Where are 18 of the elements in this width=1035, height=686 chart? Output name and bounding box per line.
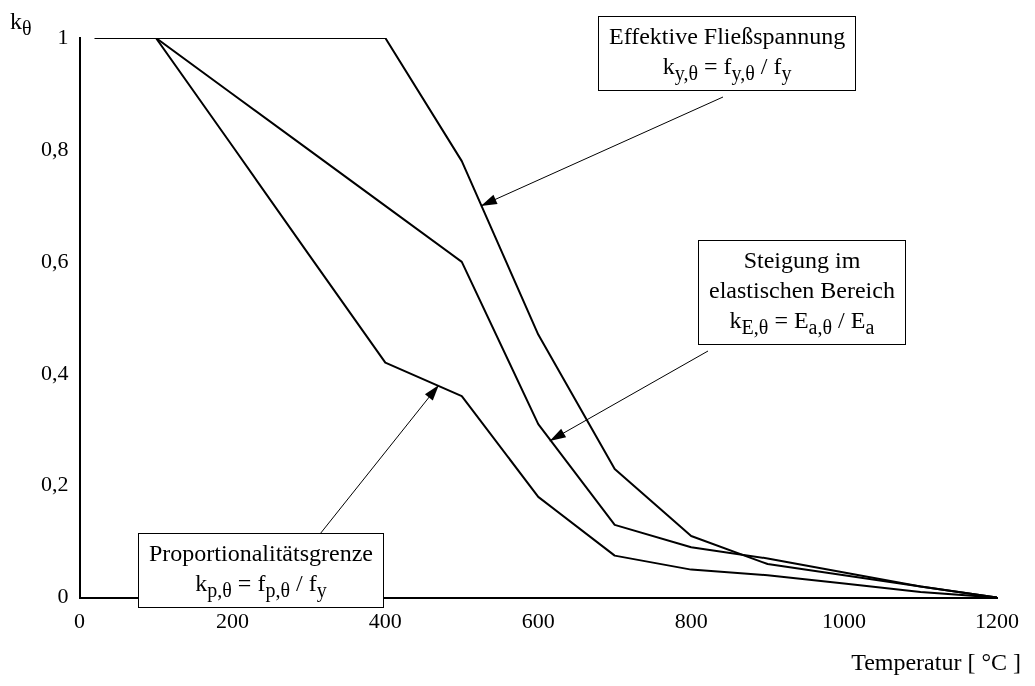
annotation: Effektive Fließspannung k$_{y,θ}$ = f$_{y,θ}$ / f$_{y}$ xyxy=(598,16,857,91)
y-tick-label: 0,4 xyxy=(41,359,69,385)
y-tick-label: 0,8 xyxy=(41,135,69,161)
y-tick-label: 0,6 xyxy=(41,247,69,273)
y-tick-label: 1 xyxy=(57,23,69,49)
y-axis-title: k$_{θ}$ xyxy=(10,8,32,40)
y-tick-label: 0,2 xyxy=(41,471,69,497)
annotation: Steigung im elastischen Bereich k$_{E,θ}$ = E$_{a,θ}$ / E$_{a}$ xyxy=(698,240,906,345)
x-tick-label: 800 xyxy=(674,607,708,633)
y-tick-label: 0 xyxy=(57,583,69,609)
x-tick-label: 400 xyxy=(368,607,402,633)
x-axis-title: Temperatur [ °C ] xyxy=(851,649,1021,676)
x-tick-label: 0 xyxy=(74,607,85,633)
x-tick-label: 600 xyxy=(521,607,555,633)
x-tick-label: 200 xyxy=(215,607,249,633)
annotation: Proportionalitätsgrenze k$_{p,θ}$ = f$_{p,θ}$ / f$_{y}$ xyxy=(138,533,384,608)
x-tick-label: 1000 xyxy=(822,607,867,633)
x-tick-label: 1200 xyxy=(975,607,1019,633)
